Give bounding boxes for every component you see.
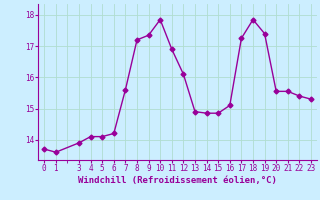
X-axis label: Windchill (Refroidissement éolien,°C): Windchill (Refroidissement éolien,°C) [78,176,277,185]
